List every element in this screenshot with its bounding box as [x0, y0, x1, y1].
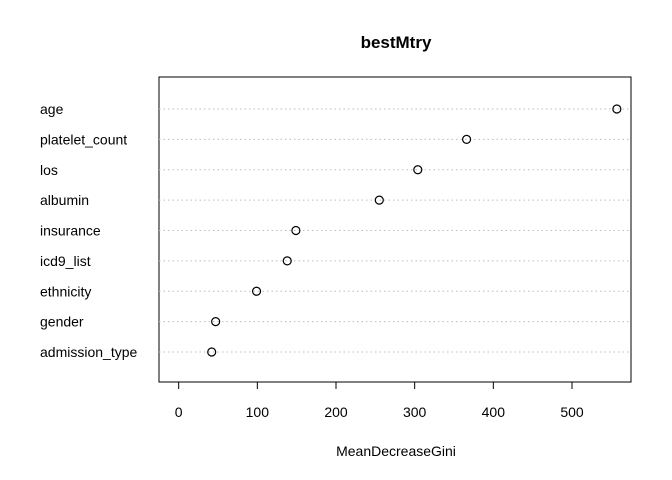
x-tick-label: 300	[403, 404, 427, 420]
data-point	[251, 286, 262, 296]
category-label: icd9_list	[40, 253, 91, 269]
chart-title: bestMtry	[361, 33, 432, 52]
grid-lines	[159, 108, 631, 353]
x-tick-label: 400	[482, 404, 506, 420]
x-tick-label: 100	[246, 404, 270, 420]
x-axis: 0 100 200 300 400 500	[175, 381, 584, 420]
category-label: age	[40, 101, 64, 117]
data-point	[282, 256, 292, 266]
data-point	[291, 225, 301, 236]
category-label: ethnicity	[40, 283, 91, 299]
category-label: gender	[40, 314, 84, 330]
x-tick-label: 500	[560, 404, 584, 420]
category-label: admission_type	[40, 344, 137, 360]
plot-frame	[158, 76, 632, 383]
category-label: albumin	[40, 192, 89, 208]
x-tick-label: 0	[175, 404, 183, 420]
x-axis-title: MeanDecreaseGini	[336, 443, 456, 459]
data-point	[374, 195, 384, 205]
category-label: insurance	[40, 223, 101, 239]
x-tick-label: 200	[324, 404, 348, 420]
data-point	[461, 134, 472, 144]
data-points	[207, 104, 622, 357]
category-label: los	[40, 162, 58, 178]
data-point	[211, 317, 221, 327]
data-point	[612, 104, 622, 114]
data-point	[413, 165, 423, 175]
category-label: platelet_count	[40, 131, 127, 147]
data-point	[207, 347, 217, 357]
